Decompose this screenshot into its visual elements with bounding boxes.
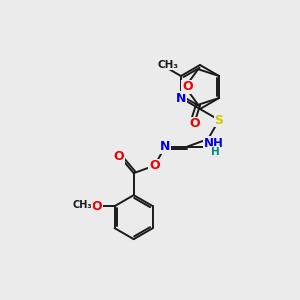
Text: CH₃: CH₃	[73, 200, 92, 210]
Text: O: O	[91, 200, 102, 213]
Text: N: N	[176, 92, 186, 104]
Text: NH: NH	[203, 137, 223, 150]
Text: O: O	[149, 159, 160, 172]
Text: CH₃: CH₃	[157, 60, 178, 70]
Text: O: O	[190, 117, 200, 130]
Text: N: N	[160, 140, 171, 153]
Text: H: H	[211, 147, 220, 157]
Text: O: O	[114, 151, 124, 164]
Text: O: O	[182, 80, 193, 94]
Text: S: S	[214, 113, 224, 127]
